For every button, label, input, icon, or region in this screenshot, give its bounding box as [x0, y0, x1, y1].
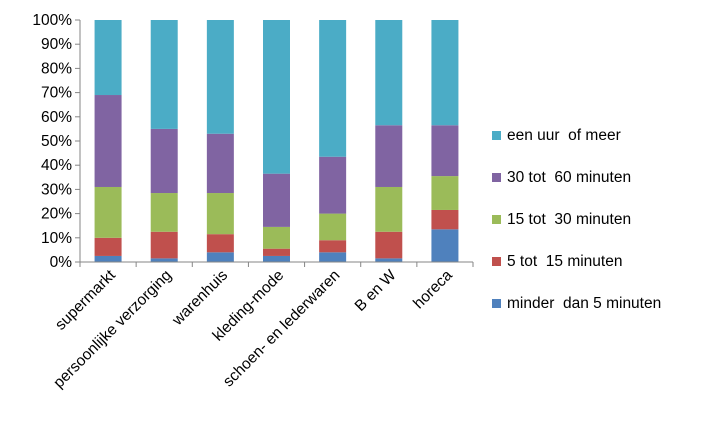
- bar-segment: [431, 209, 459, 230]
- bar-segment: [206, 252, 234, 262]
- x-category-label: persoonlijke verzorging: [50, 267, 175, 392]
- bar-segment: [206, 20, 234, 134]
- legend-swatch: [492, 299, 501, 308]
- legend-label: 5 tot 15 minuten: [507, 253, 622, 270]
- bar-segment: [319, 20, 347, 157]
- bar-segment: [150, 231, 178, 259]
- y-tick-label: 10%: [41, 230, 72, 247]
- legend-label: 15 tot 30 minuten: [507, 211, 631, 228]
- legend-label: een uur of meer: [507, 127, 621, 144]
- bar-segment: [375, 20, 403, 126]
- x-category-label: horeca: [410, 267, 456, 313]
- legend-label: 30 tot 60 minuten: [507, 169, 631, 186]
- bar-segment: [94, 237, 122, 256]
- bar-segment: [150, 193, 178, 232]
- bar-segment: [94, 95, 122, 187]
- bar-segment: [319, 213, 347, 241]
- bar-segment: [431, 125, 459, 177]
- y-axis: 0% 10% 20% 30% 40% 50% 60% 70% 80% 90% 100%: [32, 12, 81, 271]
- y-tick-label: 60%: [41, 109, 72, 126]
- bar-segment: [150, 20, 178, 129]
- y-tick-label: 40%: [41, 157, 72, 174]
- bar-segment: [150, 258, 178, 262]
- y-tick-label: 80%: [41, 60, 72, 77]
- x-category-label: schoen- en lederwaren: [220, 267, 344, 391]
- y-tick-label: 90%: [41, 36, 72, 53]
- bar-segment: [263, 248, 290, 256]
- y-tick-label: 20%: [41, 206, 72, 223]
- bar-segment: [150, 128, 178, 194]
- bar-segment: [206, 193, 234, 235]
- bar-segment: [319, 252, 347, 262]
- legend: een uur of meer 30 tot 60 minuten 15 tot 3…: [492, 127, 661, 312]
- bar-segment: [319, 156, 347, 214]
- legend-swatch: [492, 257, 501, 266]
- bar-segment: [94, 20, 122, 96]
- y-tick-label: 30%: [41, 181, 72, 198]
- x-category-label: B en W: [352, 267, 400, 315]
- bar-segment: [319, 240, 347, 253]
- bar-segment: [375, 186, 403, 232]
- bar-segment: [263, 20, 290, 174]
- y-tick-label: 70%: [41, 85, 72, 102]
- bar-segment: [206, 133, 234, 194]
- legend-swatch: [492, 131, 501, 140]
- bar-segment: [431, 176, 459, 210]
- bar-segment: [375, 125, 403, 187]
- bar-segment: [375, 258, 403, 262]
- legend-swatch: [492, 173, 501, 182]
- bar-segment: [431, 229, 459, 262]
- bar-segment: [94, 186, 122, 238]
- y-tick-label: 100%: [32, 12, 72, 29]
- bar-segment: [206, 234, 234, 253]
- bar-segment: [431, 20, 459, 126]
- bars: [94, 20, 459, 262]
- bar-segment: [263, 255, 290, 262]
- legend-label: minder dan 5 minuten: [507, 295, 661, 312]
- bar-segment: [263, 173, 290, 227]
- bar-segment: [375, 231, 403, 259]
- legend-swatch: [492, 215, 501, 224]
- y-tick-label: 50%: [41, 133, 72, 150]
- bar-segment: [94, 255, 122, 262]
- bar-segment: [263, 226, 290, 249]
- y-tick-label: 0%: [50, 254, 73, 271]
